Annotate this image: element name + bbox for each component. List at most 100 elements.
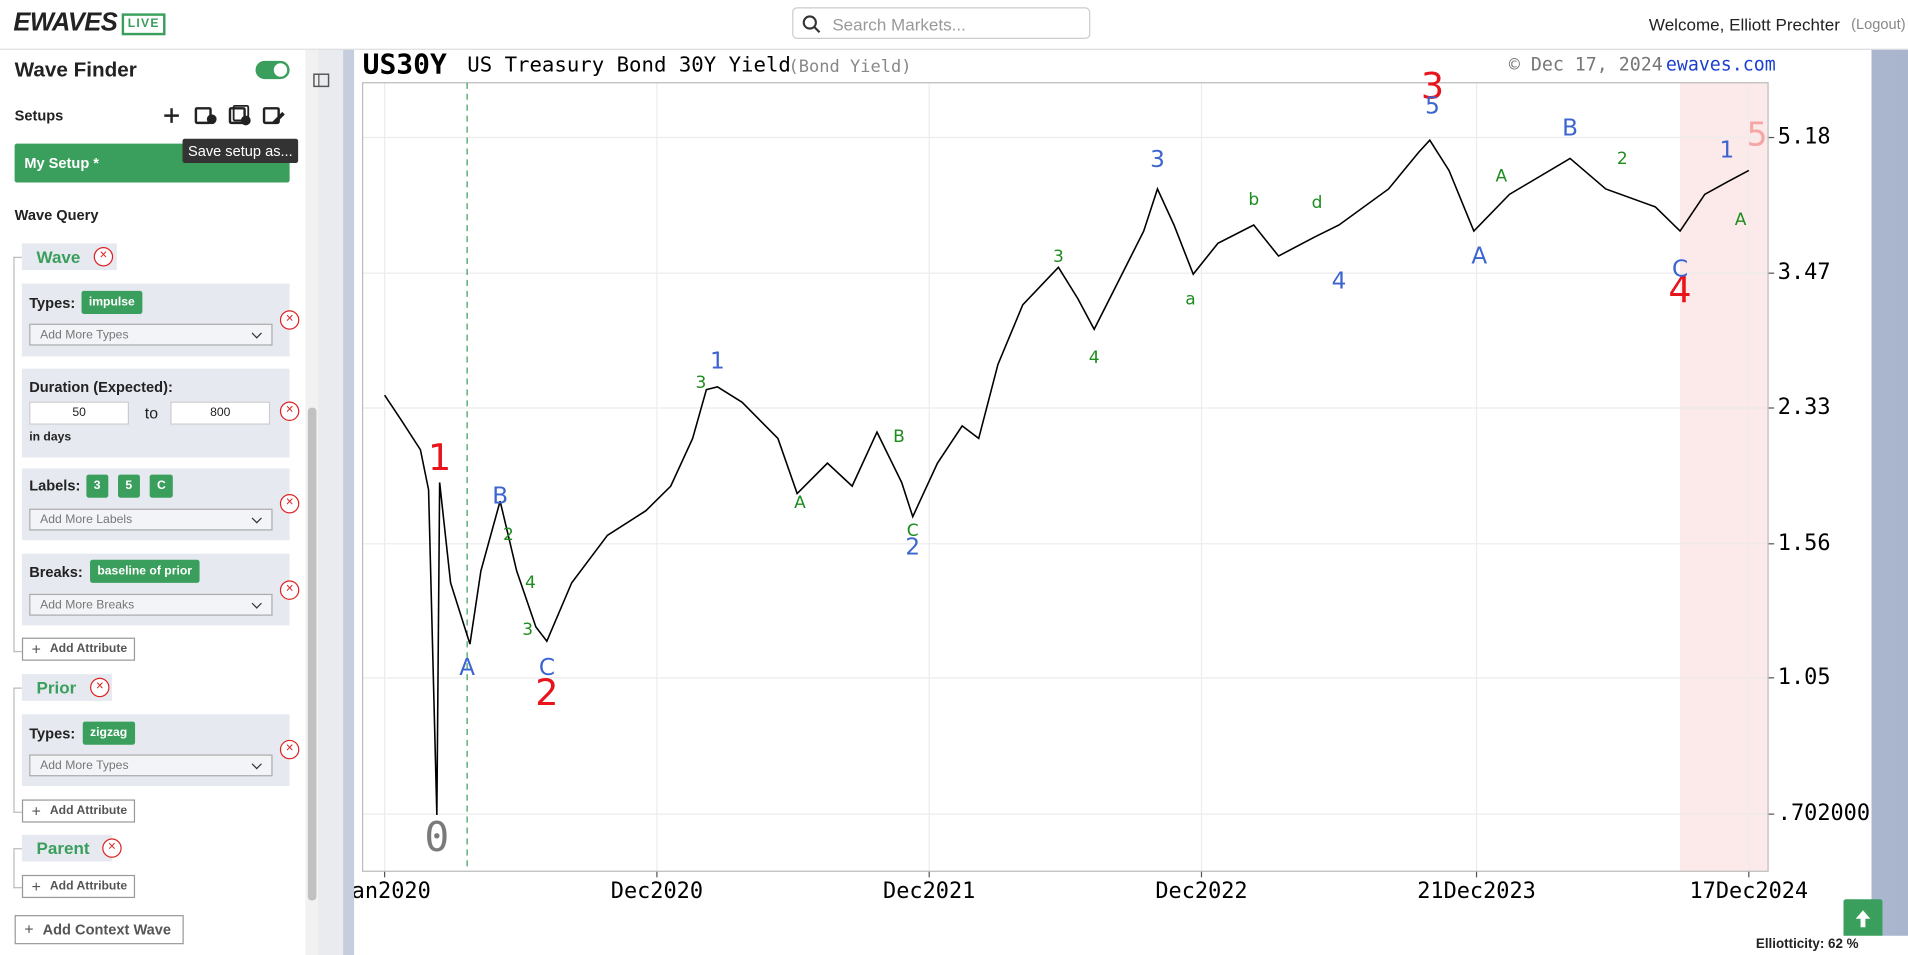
remove-button[interactable]: × [279, 739, 300, 760]
duration-to[interactable]: 800 [170, 401, 271, 425]
x-tick-label: 17Dec2024 [1690, 879, 1809, 904]
wave-label: 2 [1617, 149, 1628, 169]
chart-source[interactable]: ewaves.com [1666, 55, 1776, 76]
wave-label: B [492, 484, 508, 510]
group-bracket [13, 848, 22, 889]
y-tick-label: 1.56 [1778, 531, 1831, 556]
wave-label: 4 [1332, 269, 1347, 295]
wave-label: 3 [1421, 64, 1444, 107]
duration-label: Duration (Expected): [29, 378, 173, 396]
arrow-icon [1855, 910, 1871, 928]
chart-date: © Dec 17, 2024 [1509, 55, 1663, 76]
wave-label: 3 [522, 620, 533, 640]
remove-button[interactable]: × [279, 494, 300, 514]
wave-label: a [1185, 290, 1195, 310]
remove-button[interactable]: × [279, 401, 300, 422]
tooltip: Save setup as... [182, 138, 299, 164]
duration-unit: in days [29, 430, 72, 445]
wave-label: B [893, 427, 905, 447]
to-label: to [144, 403, 158, 423]
select[interactable]: Add More Labels [29, 508, 273, 531]
scroll-top-button[interactable] [1843, 899, 1883, 939]
remove-button[interactable]: × [90, 677, 110, 698]
types-label: Types: [29, 294, 76, 312]
panel-toggle-icon[interactable] [313, 73, 330, 88]
add-context-wave[interactable]: Add Context Wave [14, 915, 184, 945]
chart-panel [354, 49, 1872, 955]
chip: impulse [81, 290, 143, 314]
add-attribute[interactable]: Add Attribute [21, 799, 136, 823]
wave-label: C [1672, 257, 1688, 283]
add-attribute[interactable]: Add Attribute [21, 637, 136, 661]
plot-frame [362, 82, 1769, 872]
load-setup[interactable] [194, 107, 217, 125]
wave-label: A [794, 493, 806, 513]
select[interactable]: Add More Types [29, 323, 273, 346]
breaks-label: Breaks: [29, 563, 83, 581]
add-attribute[interactable]: Add Attribute [21, 874, 136, 899]
y-tick-label: 2.33 [1778, 395, 1831, 420]
chart-subtitle: (Bond Yield) [789, 57, 912, 77]
wave-label: A [1735, 210, 1747, 230]
chart: US30Y US Treasury Bond 30Y Yield (Bond Y… [354, 50, 1870, 904]
symbol: US30Y [363, 50, 447, 81]
select[interactable]: Add More Breaks [29, 593, 273, 616]
x-tick-label: Jan2020 [354, 879, 431, 904]
select[interactable]: Add More Types [29, 754, 273, 777]
wave-label: 5 [1747, 116, 1768, 154]
wave-label: b [1248, 190, 1259, 210]
wave-label: B [1562, 116, 1578, 142]
sidebar-title: Wave Finder [14, 58, 137, 82]
scroll-thumb[interactable] [307, 407, 317, 901]
wave-label: C [539, 655, 555, 681]
edit-setup[interactable] [262, 107, 285, 125]
y-tick-label: .702000 [1778, 801, 1870, 826]
duration-from[interactable]: 50 [29, 401, 129, 425]
wave-label: 3 [696, 373, 707, 393]
parent-tab: Parent [21, 834, 112, 862]
wave-label: 2 [905, 535, 920, 561]
logout[interactable]: (Logout) [1851, 15, 1906, 33]
wave-label: 4 [1668, 269, 1691, 312]
wave-label: 3 [1053, 247, 1064, 267]
header: EWAVES LIVE Search Markets... Welcome, E… [0, 0, 1908, 50]
chip: 3 [86, 474, 108, 498]
wave-label: A [1471, 243, 1487, 269]
group-bracket [13, 256, 22, 653]
wave-label: 1 [1719, 137, 1734, 163]
scrollbar[interactable] [305, 49, 319, 955]
y-tick-label: 3.47 [1778, 260, 1831, 285]
remove-button[interactable]: × [93, 247, 114, 267]
search-box[interactable]: Search Markets... [792, 7, 1091, 39]
wave-label: A [459, 655, 475, 681]
setup-name: My Setup * [24, 154, 99, 172]
welcome: Welcome, Elliott Prechter [1648, 14, 1840, 35]
wave-label: A [1495, 166, 1507, 186]
add-setup[interactable] [164, 108, 179, 123]
x-tick-label: Dec2020 [611, 879, 703, 904]
query-label: Wave Query [14, 206, 99, 224]
remove-button[interactable]: × [279, 310, 300, 330]
footer-bg [1753, 935, 1908, 955]
wave-label: 2 [535, 671, 558, 714]
setups-label: Setups [14, 107, 64, 125]
wave-label: d [1312, 193, 1323, 213]
wave-label: 5 [1425, 93, 1440, 119]
x-tick-label: Dec2022 [1155, 879, 1247, 904]
live-badge: LIVE [121, 13, 166, 36]
remove-button[interactable]: × [102, 838, 122, 858]
price-line [383, 138, 1750, 816]
setup-icons [164, 104, 285, 126]
types-label: Types: [29, 725, 76, 743]
toggle[interactable] [255, 60, 290, 80]
x-tick-label: Dec2021 [883, 879, 975, 904]
remove-button[interactable]: × [279, 580, 300, 600]
save-setup-as[interactable] [228, 104, 251, 126]
panel-toggle-column [313, 49, 344, 955]
labels-label: Labels: [29, 477, 81, 495]
logo[interactable]: EWAVES [13, 8, 118, 37]
y-tick-label: 1.05 [1778, 665, 1831, 690]
wave-label: 4 [525, 573, 536, 593]
